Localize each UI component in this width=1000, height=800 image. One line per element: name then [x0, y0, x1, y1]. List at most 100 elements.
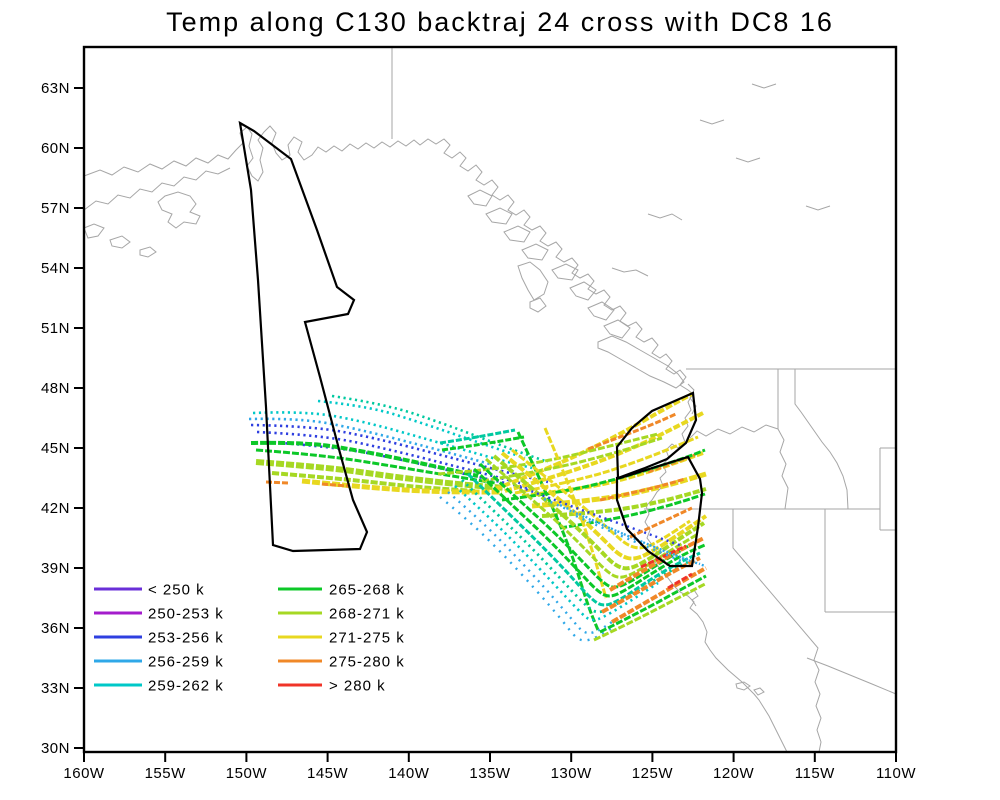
coastline-path [699, 119, 725, 125]
trajectory-path [587, 412, 677, 451]
x-tick-label: 125W [632, 765, 674, 782]
island-outline [503, 225, 531, 243]
y-tick-label: 39N [41, 560, 70, 577]
trajectory-path [543, 497, 701, 566]
y-tick-label: 63N [41, 80, 70, 97]
trajectory-path [461, 478, 693, 614]
island-outline [467, 189, 493, 207]
dc8-box-north-outline [615, 391, 698, 480]
island-outline [529, 297, 547, 313]
island-outline [521, 243, 549, 261]
legend-label: 271-275 k [329, 630, 405, 647]
x-tick-label: 115W [795, 765, 835, 782]
page-title: Temp along C130 backtraj 24 cross with D… [166, 7, 834, 37]
trajectory-path [454, 485, 659, 622]
legend-label: < 250 k [148, 582, 205, 599]
coastline-path [83, 167, 231, 211]
y-tick-label: 54N [41, 260, 70, 277]
legend-label: 256-259 k [148, 654, 224, 671]
axis-ticks [74, 87, 897, 762]
trajectory-path [601, 556, 701, 614]
coastline-path [751, 83, 777, 89]
trajectory-path [271, 471, 476, 493]
island-outline [485, 207, 513, 225]
trajectory-path [256, 430, 521, 485]
legend-label: 259-262 k [148, 678, 224, 695]
coastline-path [805, 205, 831, 211]
x-tick-label: 155W [145, 765, 187, 782]
legend: < 250 k 250-253 k 253-256 k 256-259 k 259-26… [94, 582, 405, 695]
x-tick-label: 140W [388, 765, 430, 782]
island-outline [569, 281, 597, 301]
trajectory-path [492, 454, 706, 571]
trajectory-path [447, 491, 619, 635]
trajectory-path [519, 485, 683, 548]
trajectory-path [248, 417, 491, 466]
trajectory-path [481, 436, 663, 483]
island-outline [551, 263, 579, 281]
y-tick-label: 36N [41, 620, 70, 637]
trajectory-path [608, 536, 705, 592]
trajectory-path [472, 467, 706, 598]
flight-region-layer [238, 120, 704, 568]
island-outline [603, 319, 631, 339]
state-border-path [794, 369, 849, 510]
trajectory-path [559, 503, 706, 568]
coastline-path [83, 125, 694, 395]
trajectory-path [541, 487, 707, 518]
state-border-path [689, 424, 779, 439]
trajectory-path [599, 477, 686, 502]
trajectory-path [439, 496, 613, 642]
political-borders-layer [391, 47, 897, 753]
island-outline [735, 681, 751, 691]
island-outline [597, 335, 685, 389]
y-tick-label: 57N [41, 200, 70, 217]
trajectory-path [478, 462, 691, 589]
axis-labels: 160W 155W 150W 145W 140W 135W 130W 125W 120W 115W… [41, 80, 916, 782]
y-tick-label: 33N [41, 680, 70, 697]
x-tick-label: 110W [876, 765, 916, 782]
y-tick-label: 45N [41, 440, 70, 457]
y-tick-label: 30N [41, 740, 70, 757]
y-tick-label: 42N [41, 500, 70, 517]
island-outline [517, 261, 549, 301]
trajectory-path [514, 435, 699, 495]
x-tick-label: 160W [63, 765, 105, 782]
legend-label: 268-271 k [329, 606, 405, 623]
trajectory-layer [248, 392, 708, 642]
trajectory-path [255, 448, 496, 485]
trajectory-path [667, 572, 693, 590]
island-outline [587, 301, 615, 321]
state-border-path [732, 509, 822, 753]
legend-label: > 280 k [329, 678, 386, 695]
trajectory-path [250, 440, 479, 478]
trajectory-path [255, 459, 506, 491]
x-tick-label: 145W [307, 765, 349, 782]
trajectory-path [559, 492, 706, 530]
coastline-layer [83, 83, 831, 753]
y-tick-label: 48N [41, 380, 70, 397]
trajectory-path [252, 411, 533, 470]
trajectory-path [640, 544, 687, 569]
coastline-path [735, 157, 761, 163]
island-outline [753, 687, 765, 696]
island-outline [109, 235, 131, 249]
legend-label: 250-253 k [148, 606, 224, 623]
island-outline [157, 191, 201, 229]
c130-survey-box-outline [238, 120, 369, 553]
island-outline [139, 246, 157, 258]
x-tick-label: 150W [226, 765, 268, 782]
y-tick-label: 60N [41, 140, 70, 157]
island-outline [83, 223, 105, 239]
trajectory-path [441, 435, 525, 452]
trajectory-path [511, 448, 691, 550]
y-tick-label: 51N [41, 320, 70, 337]
trajectory-path [439, 428, 516, 445]
trajectory-path [466, 472, 701, 607]
trajectory-path [494, 392, 693, 491]
x-tick-label: 120W [713, 765, 755, 782]
x-tick-label: 135W [469, 765, 511, 782]
legend-label: 265-268 k [329, 582, 405, 599]
